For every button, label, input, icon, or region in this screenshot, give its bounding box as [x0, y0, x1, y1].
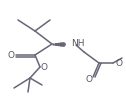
Text: NH: NH: [71, 38, 85, 47]
Text: O: O: [8, 52, 14, 61]
Text: O: O: [116, 59, 123, 68]
Text: O: O: [40, 63, 48, 73]
Text: O: O: [86, 75, 92, 84]
